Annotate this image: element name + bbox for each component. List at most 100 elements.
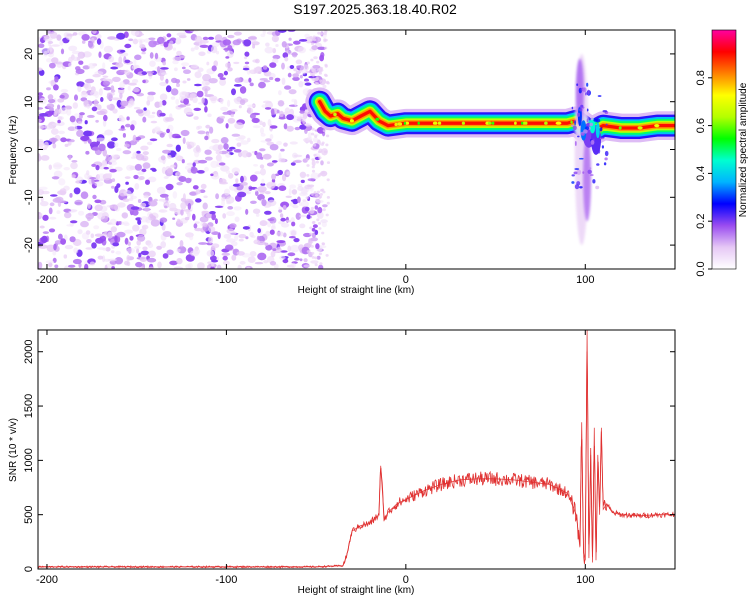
noise-blob [107,172,113,178]
noise-blob [213,60,218,67]
noise-blob [226,211,235,217]
noise-blob [63,167,70,171]
noise-blob [53,170,63,178]
noise-blob [70,162,78,170]
noise-blob [222,39,232,46]
noise-blob [233,31,242,36]
noise-blob [246,266,251,269]
noise-blob [290,262,296,269]
noise-blob [203,195,208,199]
noise-blob [167,154,172,159]
disturbance-speckle [571,124,574,127]
noise-blob [57,119,61,124]
noise-blob [254,188,258,192]
noise-blob [288,188,292,196]
noise-blob [197,67,204,73]
noise-blob [281,77,286,86]
disturbance-speckle [586,118,589,123]
noise-blob [276,140,282,146]
noise-blob [175,135,182,139]
noise-blob [277,100,285,107]
noise-blob [60,137,67,143]
colorbar-tick-label: 0.6 [695,118,707,133]
noise-blob [110,226,118,233]
noise-blob [227,99,231,107]
noise-blob [109,168,117,173]
noise-blob [223,233,232,239]
noise-blob [227,67,233,72]
noise-blob [185,208,189,215]
ridge-speckle [514,121,517,125]
noise-blob [239,260,246,265]
noise-blob [179,55,186,59]
noise-blob [96,137,105,142]
noise-blob [283,142,288,147]
noise-blob [204,166,209,172]
noise-blob [200,39,209,44]
noise-blob [284,85,292,90]
disturbance-speckle [586,82,589,87]
disturbance-speckle [587,169,592,174]
noise-blob [85,150,90,155]
noise-blob [302,64,309,71]
noise-blob [291,98,296,103]
noise-blob [190,47,195,52]
noise-blob [291,51,298,58]
noise-blob [165,85,172,93]
noise-blob [130,124,135,131]
noise-blob [93,225,100,230]
noise-blob [132,38,139,45]
noise-blob [320,143,324,146]
noise-blob [208,236,214,244]
noise-blob [119,81,125,89]
noise-blob [311,256,315,259]
noise-blob [318,71,322,75]
noise-blob [108,55,115,63]
noise-blob [103,114,108,122]
noise-blob [124,59,131,64]
noise-blob [168,131,173,139]
noise-blob [283,232,287,238]
noise-blob [319,193,323,196]
noise-blob [238,238,244,242]
noise-blob [174,79,181,84]
noise-blob [273,263,279,269]
noise-blob [243,56,248,60]
noise-blob [280,201,290,209]
noise-blob [249,113,256,119]
noise-blob [115,147,122,152]
noise-blob [102,80,111,86]
noise-blob [100,97,104,102]
figure-title: S197.2025.363.18.40.R02 [293,1,457,17]
noise-blob [299,214,307,218]
noise-blob [236,251,245,256]
noise-blob [144,207,150,212]
ridge-speckle [461,121,465,125]
noise-blob [232,39,241,46]
noise-blob [159,112,166,117]
noise-blob [233,84,242,87]
noise-blob [279,213,284,219]
noise-blob [133,106,141,110]
noise-blob [46,103,55,109]
noise-blob [326,196,330,199]
ridge-speckle [491,121,495,125]
disturbance-speckle [572,125,577,131]
noise-blob [69,236,76,243]
noise-blob [181,66,186,70]
noise-blob [198,242,208,245]
noise-blob [57,98,65,103]
noise-blob [277,30,287,33]
noise-blob [128,38,134,42]
noise-blob [57,116,64,121]
noise-blob [75,180,83,184]
noise-blob [133,58,137,66]
noise-blob [131,65,138,70]
noise-blob [174,67,178,72]
noise-blob [209,211,216,215]
noise-blob [286,171,291,176]
noise-blob [314,229,319,235]
noise-blob [86,239,92,244]
noise-blob [102,247,107,251]
